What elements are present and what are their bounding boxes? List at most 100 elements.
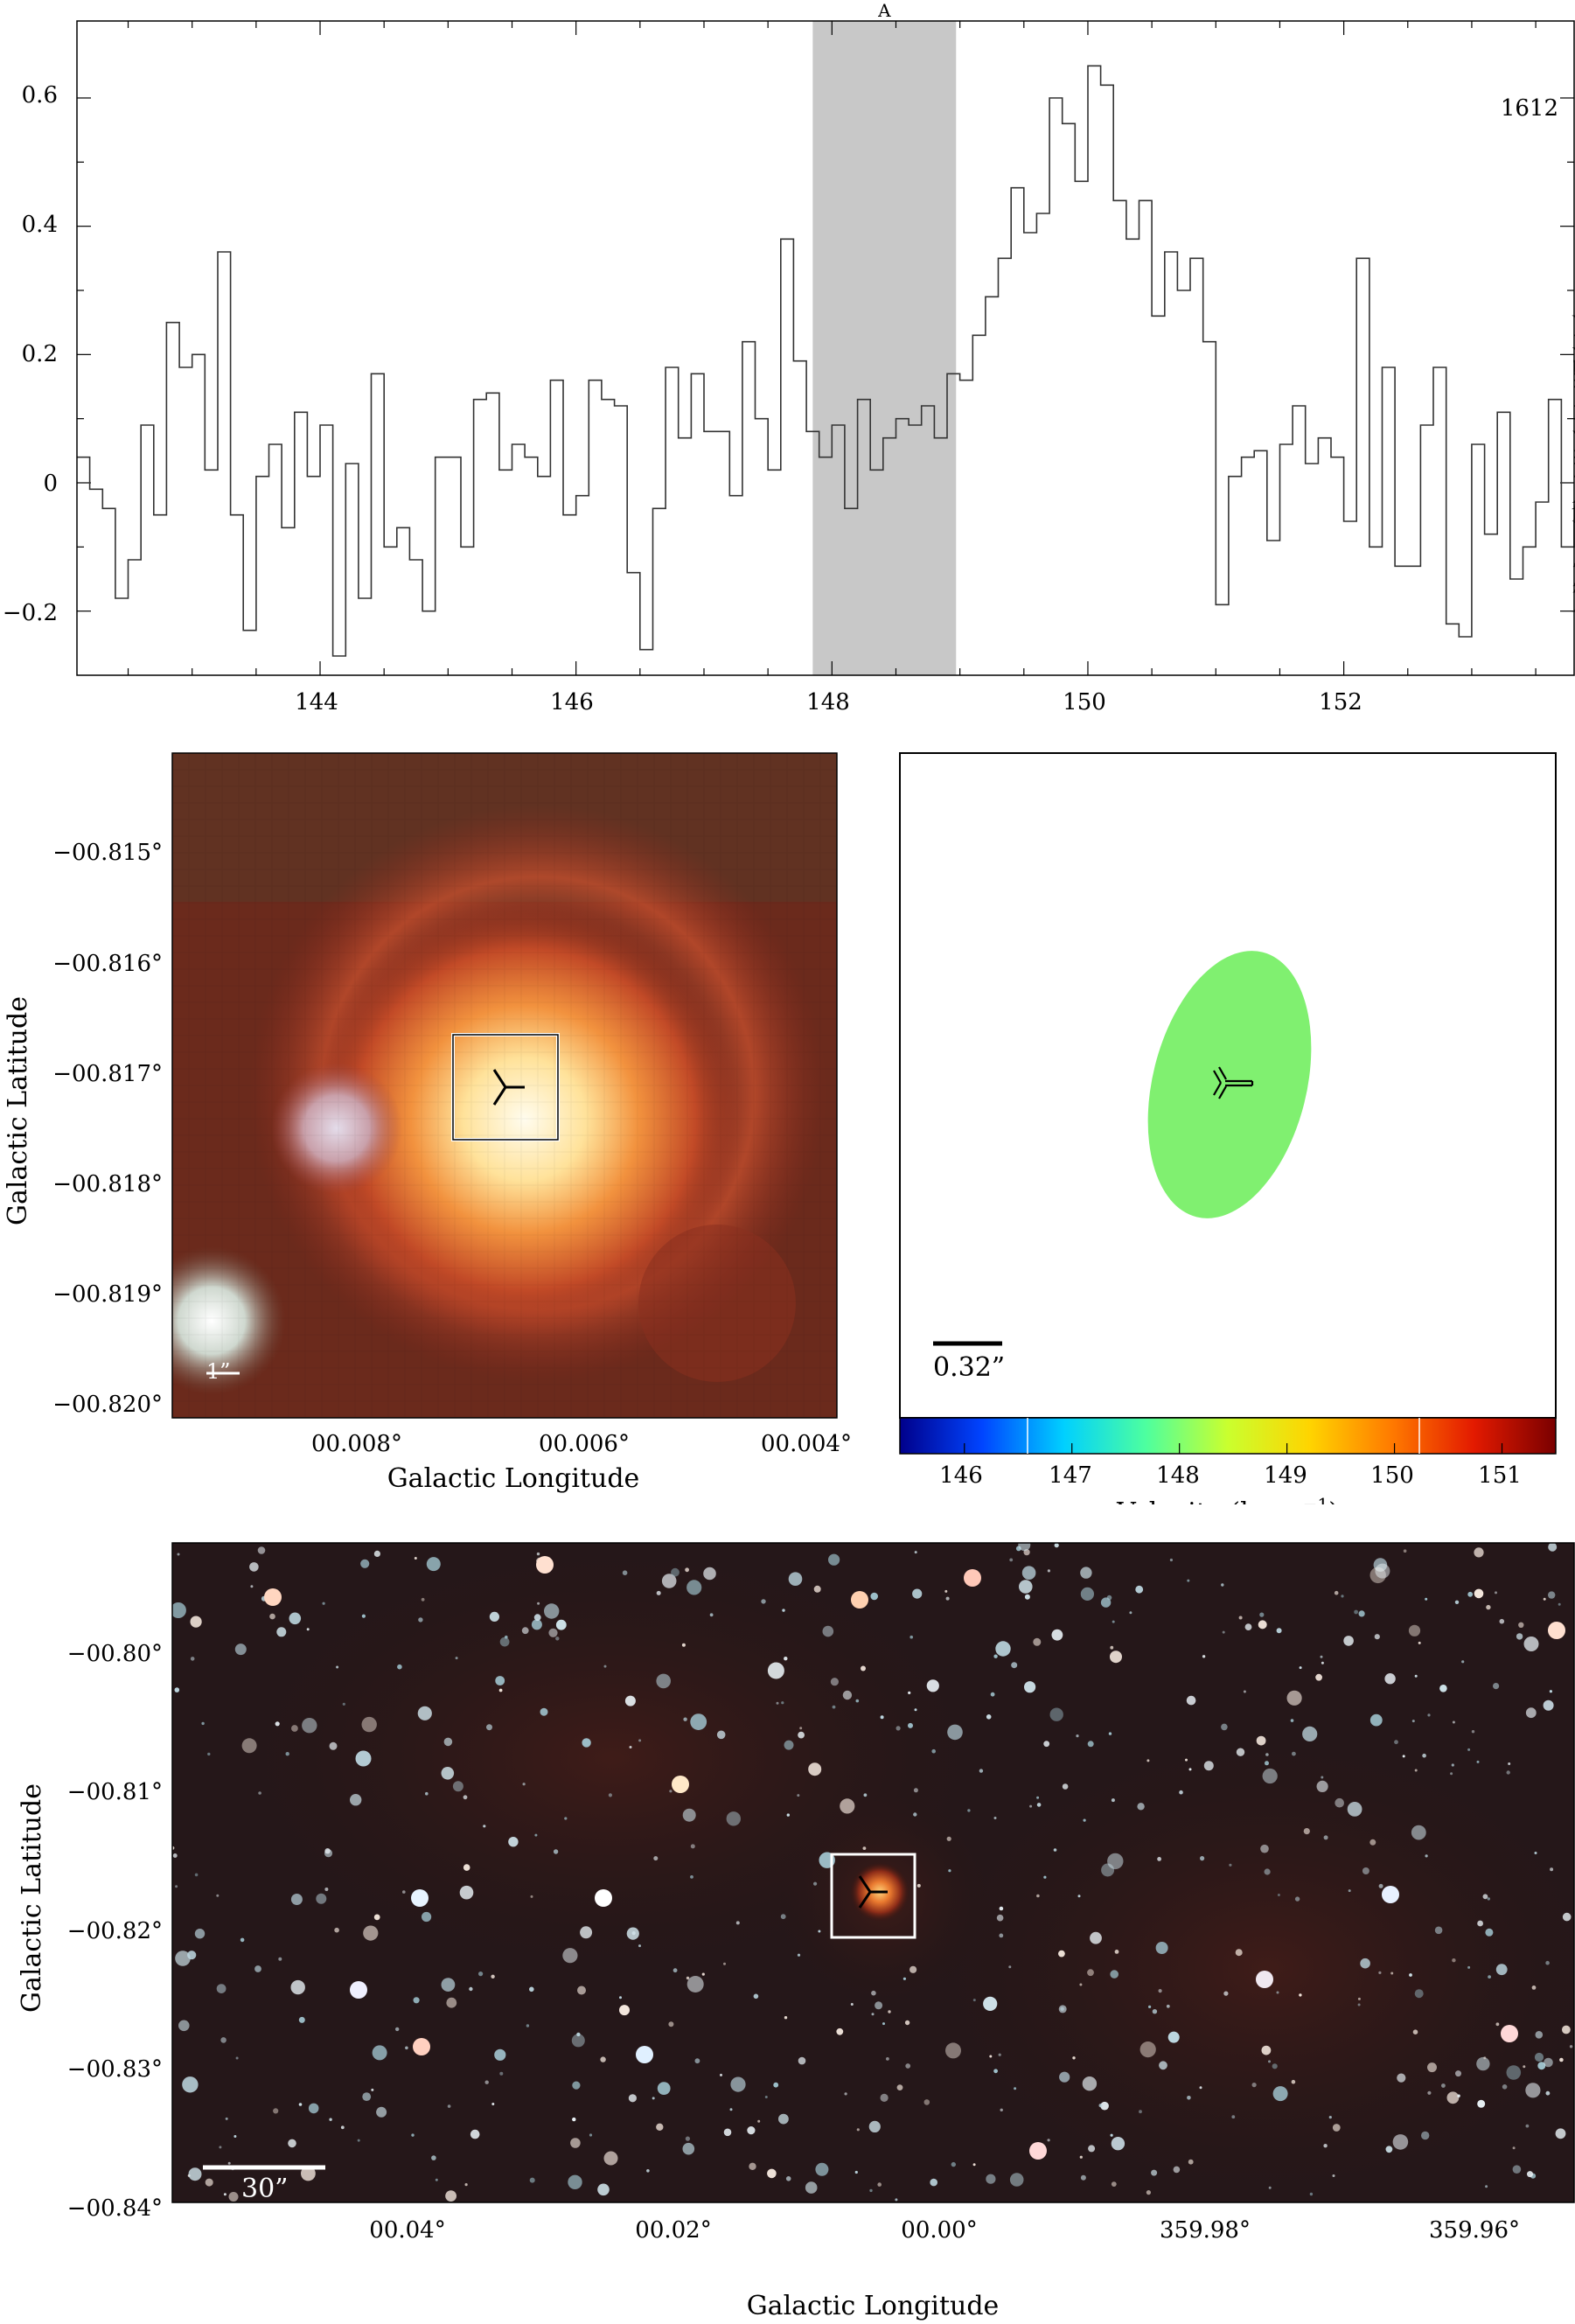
y-tick-label: 0.6	[22, 82, 58, 108]
star	[342, 1702, 345, 1706]
star	[1516, 1633, 1523, 1640]
wide-field-panel: 30” −00.80° −00.81° −00.82° −00.83° −00.…	[17, 1542, 1575, 2321]
star	[1422, 1753, 1426, 1758]
star	[1033, 1637, 1042, 1646]
star	[1446, 2091, 1460, 2104]
y-tick-label: −00.815°	[52, 840, 163, 866]
star	[1276, 1991, 1279, 1994]
wide-field-x-axis-title: Galactic Longitude	[747, 2291, 1000, 2321]
star	[753, 1993, 759, 1999]
wide-field-frame	[171, 1542, 1575, 2203]
star	[555, 1619, 567, 1630]
star	[421, 1597, 425, 1602]
star	[486, 1724, 492, 1731]
star	[923, 2099, 930, 2105]
star	[227, 2161, 231, 2165]
star	[1409, 1973, 1412, 1977]
star	[426, 1557, 441, 1572]
star	[1292, 1751, 1296, 1756]
star	[784, 1740, 794, 1750]
wide-field-image	[172, 1543, 1574, 2202]
star	[1148, 2005, 1152, 2008]
star	[258, 1791, 261, 1795]
star	[735, 1921, 740, 1925]
bright-star	[636, 2046, 653, 2063]
star	[683, 1717, 687, 1721]
star	[1185, 1758, 1188, 1762]
star	[629, 1746, 632, 1748]
star	[1452, 1958, 1456, 1963]
star	[1418, 1641, 1421, 1644]
star	[1223, 1991, 1229, 1996]
star	[1265, 1761, 1269, 1766]
star	[178, 2020, 190, 2032]
star	[870, 1592, 878, 1601]
star	[1321, 1661, 1324, 1664]
star	[913, 1788, 918, 1793]
star	[1493, 1683, 1500, 1690]
star	[818, 1930, 821, 1933]
star	[1299, 1993, 1302, 1997]
star	[1083, 1818, 1086, 1822]
wide-field-y-axis-title: Galactic Latitude	[17, 1783, 47, 2013]
star	[828, 1553, 840, 1566]
star	[499, 1637, 510, 1647]
star	[657, 2082, 671, 2095]
star	[355, 1750, 372, 1767]
star	[1187, 2096, 1191, 2100]
star	[904, 2020, 910, 2026]
star	[441, 1767, 455, 1780]
star	[233, 2135, 237, 2138]
y-tick-label: −00.820°	[52, 1392, 163, 1418]
closeup-image-panel: 1” −00.815° −00.816° −00.817° −00.818° −…	[3, 752, 852, 1494]
star	[628, 2094, 638, 2103]
x-tick-label: 00.04°	[369, 2217, 445, 2244]
star	[441, 1978, 456, 1992]
star	[533, 1614, 541, 1622]
star	[1394, 1740, 1398, 1745]
velocity-source-marker	[1213, 1066, 1254, 1099]
star	[830, 1678, 840, 1686]
star	[489, 1611, 500, 1622]
star	[1088, 2145, 1096, 2153]
star	[896, 1726, 901, 1731]
star	[494, 2048, 506, 2061]
star	[1434, 1926, 1443, 1935]
star	[278, 1957, 282, 1961]
star	[361, 1716, 377, 1733]
wide-field-source-marker	[858, 1875, 888, 1909]
star	[1495, 1964, 1508, 1976]
star	[798, 2056, 806, 2065]
star	[780, 1914, 786, 1920]
star	[1047, 1569, 1050, 1573]
star	[1525, 1707, 1537, 1719]
star	[478, 1972, 484, 1977]
star	[868, 2120, 881, 2132]
star	[257, 1546, 266, 1554]
star	[555, 1637, 560, 1641]
star	[526, 2024, 530, 2027]
star	[1155, 1942, 1168, 1954]
star	[1562, 2025, 1571, 2034]
star	[916, 1883, 921, 1888]
star	[785, 2176, 791, 2181]
star	[1483, 2056, 1487, 2060]
star	[1548, 1543, 1558, 1552]
star	[1152, 2009, 1158, 2014]
star	[797, 1794, 800, 1797]
star	[362, 2092, 372, 2101]
star	[895, 2198, 898, 2202]
star	[1320, 1655, 1323, 1658]
star	[1262, 1768, 1278, 1784]
star	[1049, 1707, 1063, 1721]
star	[685, 2136, 691, 2141]
star	[223, 2193, 226, 2196]
star	[1427, 2090, 1432, 2095]
star	[1238, 1616, 1243, 1620]
star	[1072, 2056, 1076, 2060]
y-tick-label: 0	[43, 471, 58, 497]
star	[469, 1986, 473, 1992]
star	[1487, 1897, 1491, 1901]
star	[452, 1781, 463, 1792]
star	[788, 1572, 803, 1586]
